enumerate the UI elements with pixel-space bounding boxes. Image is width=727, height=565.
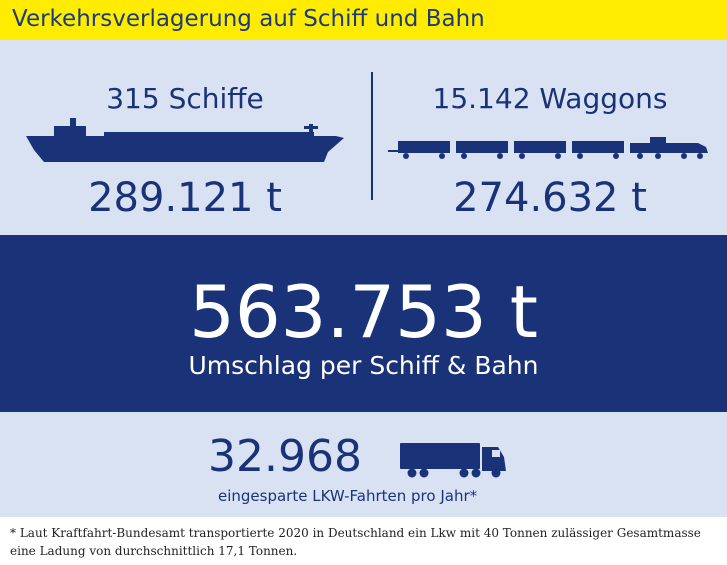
- total-caption: Umschlag per Schiff & Bahn: [188, 351, 539, 380]
- ships-weight: 289.121 t: [88, 175, 282, 221]
- column-divider: [371, 72, 373, 200]
- total-value: 563.753 t: [189, 270, 538, 354]
- wagons-count: 15.142 Waggons: [432, 82, 668, 115]
- wagons-weight: 274.632 t: [453, 175, 647, 221]
- title-bar: Verkehrsverlagerung auf Schiff und Bahn: [0, 0, 727, 40]
- truck-trips-value: 32.968: [208, 431, 362, 482]
- ship-icon: [26, 118, 344, 162]
- footnote: * Laut Kraftfahrt-Bundesamt transportier…: [10, 526, 701, 558]
- total-panel: [0, 235, 727, 412]
- ships-count: 315 Schiffe: [106, 82, 264, 115]
- page-title: Verkehrsverlagerung auf Schiff und Bahn: [12, 6, 485, 32]
- truck-trips-caption: eingesparte LKW-Fahrten pro Jahr*: [218, 487, 478, 505]
- freight-train-icon: [388, 137, 708, 159]
- truck-savings-panel: [0, 412, 727, 517]
- truck-icon: [400, 443, 506, 478]
